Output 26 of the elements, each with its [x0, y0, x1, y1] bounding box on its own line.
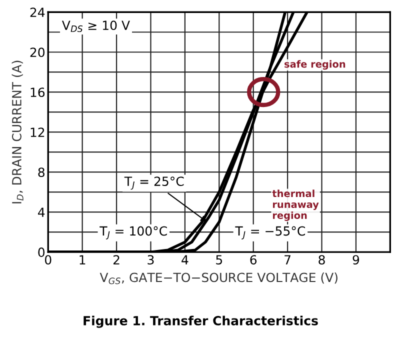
x-axis-title: V$_{GS}$, GATE−TO−SOURCE VOLTAGE (V) [100, 272, 338, 284]
x-tick-label: 9 [352, 255, 360, 265]
annotation: T$_{J}$ = 25°C [124, 176, 184, 190]
annotation: thermal runaway region [272, 190, 319, 221]
y-tick-label: 16 [30, 88, 45, 98]
text: Figure 1. Transfer Characteristics [84, 316, 318, 328]
annotation: V$_{DS}$ ≥ 10 V [62, 20, 130, 32]
y-tick-label: 0 [38, 248, 45, 258]
x-tick-label: 1 [80, 255, 86, 264]
y-tick-label: 24 [30, 8, 45, 17]
x-tick-label: 3 [148, 255, 154, 265]
x-tick-label: 8 [318, 255, 325, 265]
annotation: T$_{J}$ = 100°C [100, 226, 167, 240]
y-axis-title: I$_{D}$, DRAIN CURRENT (A) [12, 60, 24, 204]
annotation: T$_{J}$ = −55°C [235, 226, 305, 240]
x-tick-label: 7 [284, 255, 290, 264]
x-tick-label: 2 [113, 255, 120, 264]
x-tick-label: 6 [250, 255, 257, 265]
x-tick-label: 0 [44, 255, 52, 265]
annotation: safe region [284, 60, 346, 70]
y-tick-label: 20 [30, 48, 45, 58]
x-tick-label: 4 [182, 255, 188, 264]
y-tick-label: 4 [38, 208, 45, 217]
y-tick-label: 8 [38, 168, 44, 178]
y-tick-label: 12 [30, 128, 44, 137]
x-tick-label: 5 [216, 255, 222, 265]
